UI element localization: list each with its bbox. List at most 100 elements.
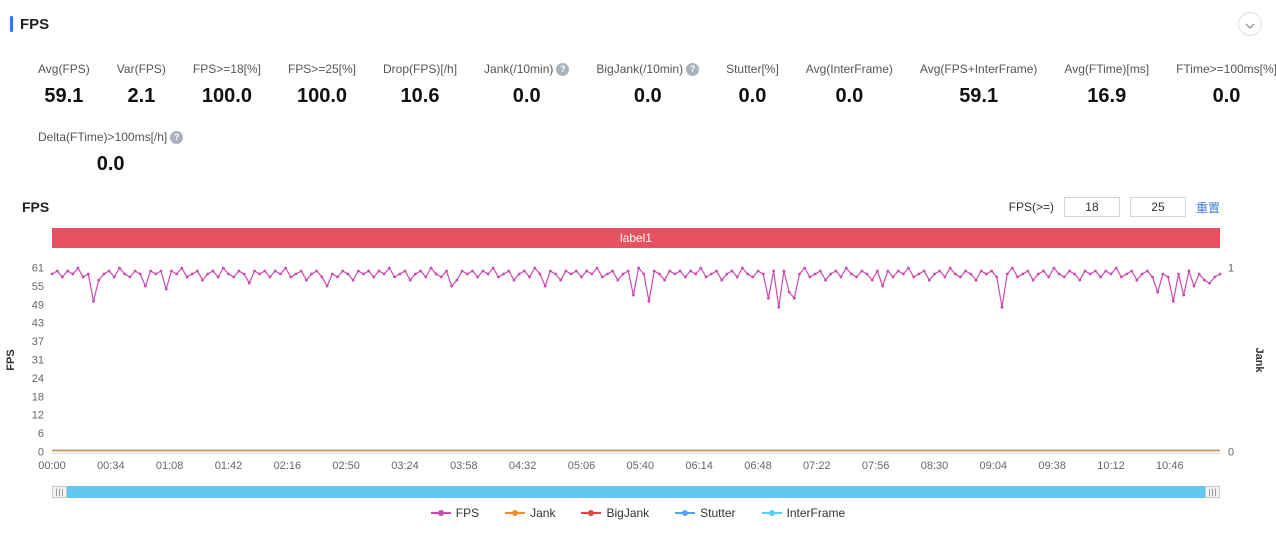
stat-item: FPS>=25[%] 100.0 xyxy=(288,62,356,108)
legend-marker-icon xyxy=(581,508,602,518)
chevron-down-icon xyxy=(1245,17,1255,32)
range-handle-left[interactable] xyxy=(52,486,67,498)
stat-item: FPS>=18[%] 100.0 xyxy=(193,62,261,108)
svg-text:00:00: 00:00 xyxy=(38,460,66,472)
stat-item: Stutter[%] 0.0 xyxy=(726,62,779,108)
svg-text:10:46: 10:46 xyxy=(1156,460,1184,472)
svg-text:61: 61 xyxy=(32,263,44,275)
svg-text:03:24: 03:24 xyxy=(391,460,419,472)
legend-item-bigjank[interactable]: BigJank xyxy=(581,506,649,520)
svg-text:10:12: 10:12 xyxy=(1097,460,1125,472)
stat-value: 2.1 xyxy=(127,85,156,107)
svg-text:00:34: 00:34 xyxy=(97,460,125,472)
stat-item: Avg(InterFrame) 0.0 xyxy=(806,62,893,108)
fps-threshold2-input[interactable] xyxy=(1129,197,1186,217)
stat-label: FPS>=25[%] xyxy=(287,62,357,76)
stat-item: Drop(FPS)[/h] 10.6 xyxy=(383,62,457,108)
threshold-controls: FPS(>=) 重置 xyxy=(1009,197,1220,217)
stats-row-2: Delta(FTime)>100ms[/h]? 0.0 xyxy=(38,130,1276,176)
stat-label: Jank(/10min)? xyxy=(484,62,570,76)
help-icon[interactable]: ? xyxy=(686,63,700,76)
stat-item: Avg(FTime)[ms] 16.9 xyxy=(1064,62,1149,108)
svg-text:09:04: 09:04 xyxy=(980,460,1008,472)
svg-text:6: 6 xyxy=(38,428,44,440)
svg-text:07:22: 07:22 xyxy=(803,460,831,472)
stat-item: Delta(FTime)>100ms[/h]? 0.0 xyxy=(38,130,184,176)
collapse-panel-button[interactable] xyxy=(1238,12,1262,36)
svg-text:Jank: Jank xyxy=(1253,347,1265,373)
svg-text:49: 49 xyxy=(32,299,44,311)
stat-item: Var(FPS) 2.1 xyxy=(117,62,166,108)
stat-value: 0.0 xyxy=(1212,85,1241,107)
stat-value: 0.0 xyxy=(738,85,767,107)
chart-label-banner: label1 xyxy=(52,228,1220,248)
stat-label: Delta(FTime)>100ms[/h]? xyxy=(38,130,184,144)
svg-text:05:40: 05:40 xyxy=(627,460,655,472)
svg-text:09:38: 09:38 xyxy=(1038,460,1066,472)
stat-label: Avg(FPS+InterFrame) xyxy=(919,62,1038,76)
stat-value: 0.0 xyxy=(512,85,541,107)
svg-text:06:48: 06:48 xyxy=(744,460,772,472)
svg-text:08:30: 08:30 xyxy=(921,460,949,472)
help-icon[interactable]: ? xyxy=(556,63,570,76)
fps-threshold1-input[interactable] xyxy=(1063,197,1120,217)
svg-text:0: 0 xyxy=(1228,447,1234,459)
svg-text:02:50: 02:50 xyxy=(332,460,360,472)
stat-value: 0.0 xyxy=(96,153,125,175)
svg-text:31: 31 xyxy=(32,355,44,367)
panel-title: FPS xyxy=(20,15,50,33)
svg-text:01:42: 01:42 xyxy=(215,460,243,472)
panel-header: FPS xyxy=(0,0,1276,36)
stats-row-1: Avg(FPS) 59.1 Var(FPS) 2.1 FPS>=18[%] 100.0 FP… xyxy=(38,62,1276,108)
stat-label: FPS>=18[%] xyxy=(192,62,261,76)
reset-link[interactable]: 重置 xyxy=(1195,200,1220,215)
legend-item-stutter[interactable]: Stutter xyxy=(675,506,736,520)
chart-legend: FPS Jank BigJank Stutter InterFrame xyxy=(0,506,1276,520)
stat-item: Avg(FPS) 59.1 xyxy=(38,62,90,108)
stat-value: 0.0 xyxy=(633,85,662,107)
svg-text:0: 0 xyxy=(38,447,44,459)
help-icon[interactable]: ? xyxy=(170,131,184,144)
stat-value: 59.1 xyxy=(44,85,84,107)
stat-value: 59.1 xyxy=(959,85,999,107)
stat-label: Var(FPS) xyxy=(116,62,166,76)
stat-label: Avg(InterFrame) xyxy=(805,62,893,76)
fps-chart-svg[interactable]: 0 6 12 18 24 31 37 43 49 55 61 0 1 FPS Jank 00:00 00:34 0… xyxy=(0,252,1276,484)
fps-panel: FPS Avg(FPS) 59.1 Var(FPS) 2.1 FPS>=18[%] 100… xyxy=(0,0,1276,520)
legend-marker-icon xyxy=(675,508,696,518)
legend-label: Stutter xyxy=(700,506,736,520)
legend-item-jank[interactable]: Jank xyxy=(505,506,555,520)
stat-value: 0.0 xyxy=(835,85,864,107)
svg-text:37: 37 xyxy=(32,336,44,348)
svg-text:FPS: FPS xyxy=(5,349,17,370)
legend-label: Jank xyxy=(530,506,556,520)
svg-text:1: 1 xyxy=(1228,263,1234,275)
stat-item: Avg(FPS+InterFrame) 59.1 xyxy=(920,62,1037,108)
svg-text:04:32: 04:32 xyxy=(509,460,537,472)
header-accent-bar xyxy=(10,16,13,32)
svg-text:03:58: 03:58 xyxy=(450,460,478,472)
svg-text:24: 24 xyxy=(32,373,44,385)
chart-section-title: FPS xyxy=(22,199,50,215)
stat-item: FTime>=100ms[%] 0.0 xyxy=(1176,62,1276,108)
legend-marker-icon xyxy=(761,508,782,518)
range-bar[interactable] xyxy=(67,486,1205,498)
stat-value: 100.0 xyxy=(201,85,252,107)
svg-text:01:08: 01:08 xyxy=(156,460,184,472)
svg-text:07:56: 07:56 xyxy=(862,460,890,472)
legend-label: InterFrame xyxy=(786,506,846,520)
legend-marker-icon xyxy=(505,508,526,518)
stat-item: Jank(/10min)? 0.0 xyxy=(484,62,570,108)
legend-item-fps[interactable]: FPS xyxy=(430,506,479,520)
svg-text:18: 18 xyxy=(32,391,44,403)
svg-text:02:16: 02:16 xyxy=(274,460,302,472)
chart-range-scrollbar xyxy=(52,486,1220,498)
legend-marker-icon xyxy=(430,508,451,518)
svg-text:55: 55 xyxy=(32,281,44,293)
legend-item-interframe[interactable]: InterFrame xyxy=(761,506,846,520)
legend-label: BigJank xyxy=(606,506,650,520)
threshold-label: FPS(>=) xyxy=(1008,200,1054,214)
stat-label: Avg(FPS) xyxy=(38,62,90,76)
range-handle-right[interactable] xyxy=(1205,486,1220,498)
stat-label: Avg(FTime)[ms] xyxy=(1064,62,1150,76)
